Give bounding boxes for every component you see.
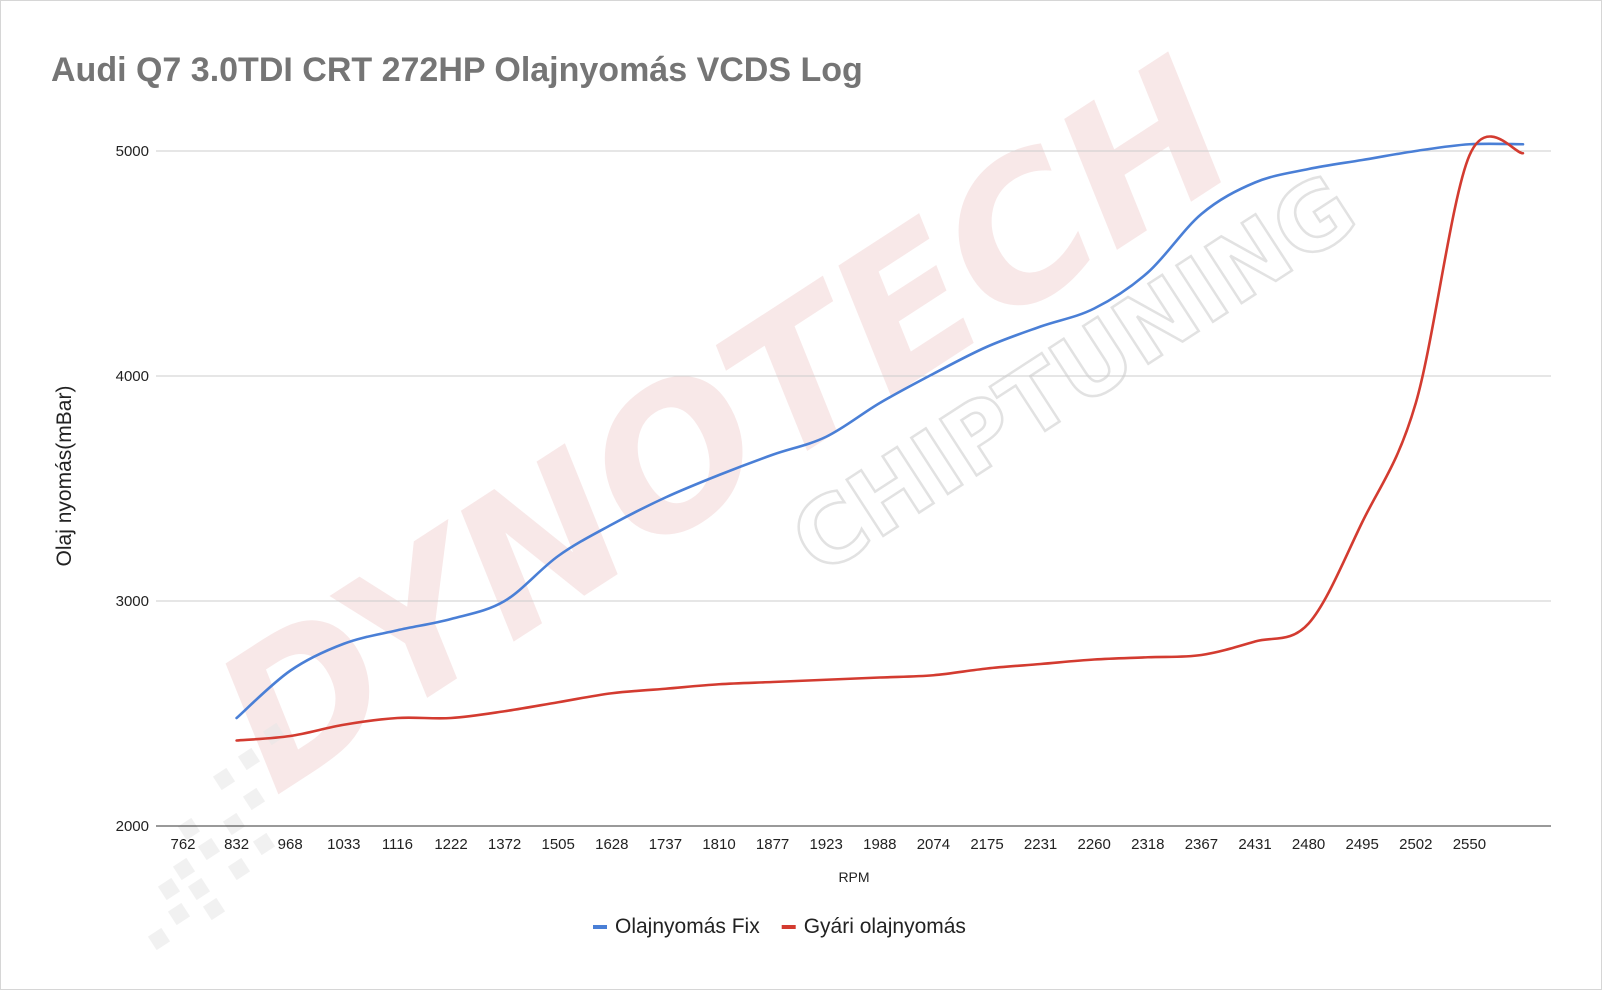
watermark-squares bbox=[147, 722, 286, 951]
watermark-square bbox=[167, 902, 191, 926]
series-line-2 bbox=[235, 135, 1525, 742]
x-tick-label: 1877 bbox=[756, 836, 789, 853]
watermark-square bbox=[197, 837, 221, 861]
x-tick-label: 2550 bbox=[1453, 836, 1486, 853]
x-tick-label: 2480 bbox=[1292, 836, 1325, 853]
watermark-logo: DYNOTECH CHIPTUNING bbox=[147, 18, 1376, 951]
legend: Olajnyomás Fix Gyári olajnyomás bbox=[593, 915, 966, 938]
watermark-square bbox=[252, 832, 276, 856]
watermark-square bbox=[242, 787, 266, 811]
watermark-square bbox=[187, 877, 211, 901]
x-tick-label: 2175 bbox=[970, 836, 1003, 853]
x-axis-ticks: 762 832 968 1033 1116 1222 1372 1505 1628 1737 181… bbox=[170, 836, 1486, 853]
x-tick-label: 1628 bbox=[595, 836, 628, 853]
watermark-square bbox=[202, 897, 226, 921]
y-axis-title: Olaj nyomás(mBar) bbox=[53, 386, 76, 567]
x-tick-label: 1372 bbox=[488, 836, 521, 853]
x-tick-label: 1505 bbox=[542, 836, 575, 853]
watermark-square bbox=[222, 812, 246, 836]
legend-label: Gyári olajnyomás bbox=[804, 915, 966, 938]
x-tick-label: 762 bbox=[170, 836, 195, 853]
x-tick-label: 2367 bbox=[1185, 836, 1218, 853]
y-axis-ticks: 2000 3000 4000 5000 bbox=[116, 143, 149, 835]
x-tick-label: 832 bbox=[224, 836, 249, 853]
x-tick-label: 2231 bbox=[1024, 836, 1057, 853]
watermark-square bbox=[172, 857, 196, 881]
x-tick-label: 1033 bbox=[327, 836, 360, 853]
watermark-square bbox=[157, 877, 181, 901]
x-tick-label: 1116 bbox=[382, 836, 413, 853]
chart-title: Audi Q7 3.0TDI CRT 272HP Olajnyomás VCDS… bbox=[51, 51, 863, 89]
x-tick-label: 2260 bbox=[1078, 836, 1111, 853]
x-tick-label: 1810 bbox=[702, 836, 735, 853]
y-tick-label: 2000 bbox=[116, 818, 149, 835]
x-tick-label: 2502 bbox=[1399, 836, 1432, 853]
y-tick-label: 4000 bbox=[116, 368, 149, 385]
x-tick-label: 2074 bbox=[917, 836, 950, 853]
watermark-square bbox=[227, 857, 251, 881]
legend-swatch bbox=[593, 925, 607, 929]
x-tick-label: 1923 bbox=[810, 836, 843, 853]
y-tick-label: 3000 bbox=[116, 593, 149, 610]
watermark-brand-text: DYNOTECH bbox=[179, 18, 1271, 835]
x-tick-label: 1222 bbox=[434, 836, 467, 853]
x-tick-label: 2495 bbox=[1346, 836, 1379, 853]
watermark-square bbox=[237, 747, 261, 771]
legend-swatch bbox=[781, 925, 796, 929]
x-tick-label: 968 bbox=[278, 836, 303, 853]
watermark-square bbox=[177, 817, 201, 841]
series-line-1 bbox=[235, 142, 1525, 720]
watermark-square bbox=[147, 927, 171, 951]
x-tick-label: 2318 bbox=[1131, 836, 1164, 853]
legend-label: Olajnyomás Fix bbox=[615, 915, 760, 938]
x-tick-label: 2431 bbox=[1238, 836, 1271, 853]
x-tick-label: 1988 bbox=[863, 836, 896, 853]
x-axis-title: RPM bbox=[838, 869, 869, 885]
grid-lines bbox=[156, 150, 1551, 827]
watermark-square bbox=[212, 767, 236, 791]
x-tick-label: 1737 bbox=[649, 836, 682, 853]
y-tick-label: 5000 bbox=[116, 143, 149, 160]
series-lines bbox=[235, 135, 1525, 742]
